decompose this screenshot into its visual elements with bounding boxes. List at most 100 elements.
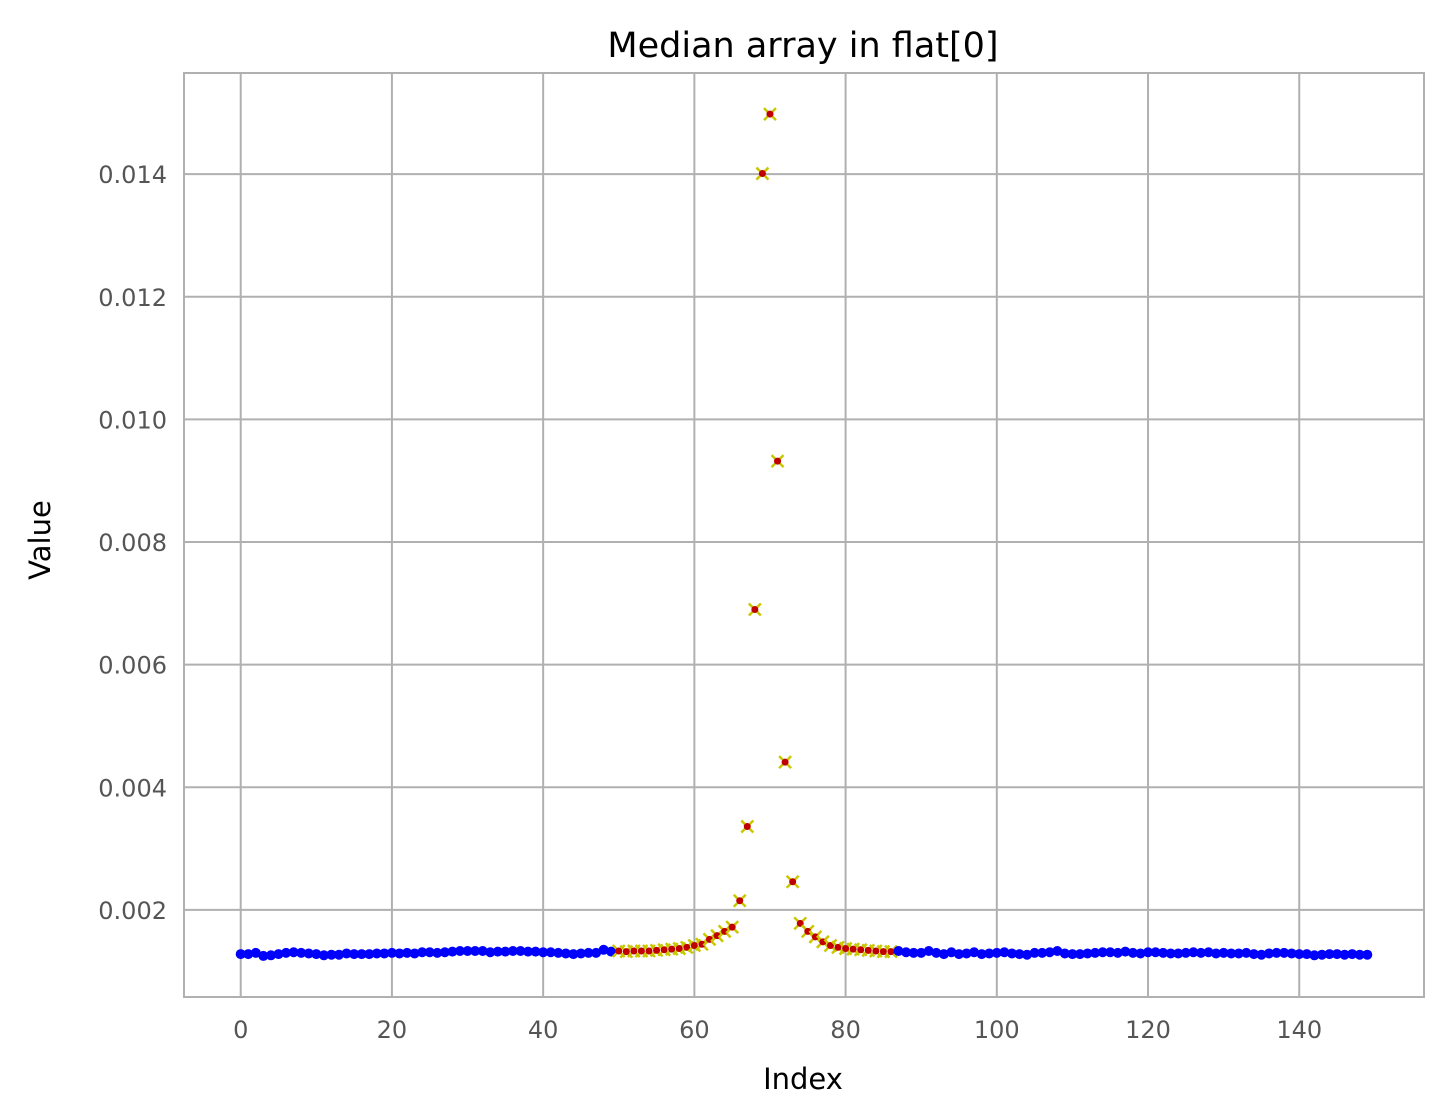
data-point [1354, 949, 1365, 960]
flagged-point [758, 170, 766, 178]
data-point [462, 946, 473, 957]
x-tick-label: 40 [528, 1016, 559, 1044]
data-point [515, 946, 526, 957]
y-tick-label: 0.008 [98, 529, 167, 557]
flagged-point [879, 948, 887, 956]
data-point [916, 947, 927, 958]
data-point [1120, 946, 1131, 957]
data-point [1211, 948, 1222, 959]
flagged-point [690, 941, 698, 949]
data-point [364, 949, 375, 960]
data-point [379, 948, 390, 959]
data-point [386, 947, 397, 958]
data-point [946, 947, 957, 958]
data-point [530, 946, 541, 957]
data-point [1097, 947, 1108, 958]
data-point [976, 949, 987, 960]
flagged-point [849, 945, 857, 953]
x-tick-label: 100 [974, 1016, 1020, 1044]
data-point [281, 947, 292, 958]
data-point [1090, 947, 1101, 958]
data-point [1218, 947, 1229, 958]
flagged-point [864, 946, 872, 954]
data-point [984, 948, 995, 959]
data-point [923, 946, 934, 957]
data-point [1059, 948, 1070, 959]
flagged-point [743, 823, 751, 831]
data-point [893, 946, 904, 957]
data-point [1188, 947, 1199, 958]
data-point [311, 949, 322, 960]
data-point [1226, 948, 1237, 959]
y-tick-label: 0.014 [98, 161, 167, 189]
plot-frame [183, 72, 1425, 998]
flagged-point [728, 923, 736, 931]
data-point [1241, 947, 1252, 958]
flagged-point [857, 946, 865, 954]
x-tick-label: 80 [830, 1016, 861, 1044]
data-point [553, 947, 564, 958]
y-tick-label: 0.006 [98, 652, 167, 680]
data-point [1165, 948, 1176, 959]
data-point [1112, 947, 1123, 958]
flagged-point [834, 943, 842, 951]
flagged-point [789, 878, 797, 886]
x-tick-label: 0 [233, 1016, 248, 1044]
flagged-point [668, 945, 676, 953]
data-point [402, 947, 413, 958]
data-point [969, 947, 980, 958]
data-point [999, 947, 1010, 958]
flagged-point [698, 940, 706, 948]
data-point [424, 947, 435, 958]
data-point [575, 948, 586, 959]
data-point [901, 947, 912, 958]
data-point [1362, 949, 1373, 960]
data-point [1316, 949, 1327, 960]
data-point [485, 947, 496, 958]
data-point [1195, 947, 1206, 958]
y-tick-label: 0.010 [98, 406, 167, 434]
data-point [1082, 948, 1093, 959]
data-point [583, 947, 594, 958]
flagged-point [804, 927, 812, 935]
flagged-point [872, 947, 880, 955]
data-point [500, 946, 511, 957]
data-point [1143, 947, 1154, 958]
flagged-point [683, 943, 691, 951]
data-point [1347, 949, 1358, 960]
data-point [1074, 949, 1085, 960]
flagged-point [622, 948, 630, 956]
data-point [538, 947, 549, 958]
data-point [1150, 947, 1161, 958]
data-point [591, 947, 602, 958]
data-point [1029, 947, 1040, 958]
data-point [492, 946, 503, 957]
grid-lines [184, 73, 1424, 997]
data-point [507, 946, 518, 957]
data-point [606, 946, 617, 957]
data-point [1180, 947, 1191, 958]
data-point [1339, 949, 1350, 960]
flagged-point [637, 947, 645, 955]
x-tick-label: 140 [1276, 1016, 1322, 1044]
flagged-point [796, 919, 804, 927]
flagged-point [811, 933, 819, 941]
data-point [341, 948, 352, 959]
data-point [1044, 947, 1055, 958]
data-point [439, 947, 450, 958]
flagged-point [653, 946, 661, 954]
data-point [1037, 947, 1048, 958]
x-tick-label: 120 [1125, 1016, 1171, 1044]
data-points [235, 107, 1373, 961]
flagged-point [630, 947, 638, 955]
data-point [303, 948, 314, 959]
y-axis-title: Value [23, 500, 57, 580]
chart-title: Median array in flat[0] [607, 26, 998, 66]
data-point [326, 949, 337, 960]
data-point [409, 948, 420, 959]
data-point [598, 944, 609, 955]
data-point [432, 947, 443, 958]
data-point [1332, 949, 1343, 960]
data-point [477, 946, 488, 957]
